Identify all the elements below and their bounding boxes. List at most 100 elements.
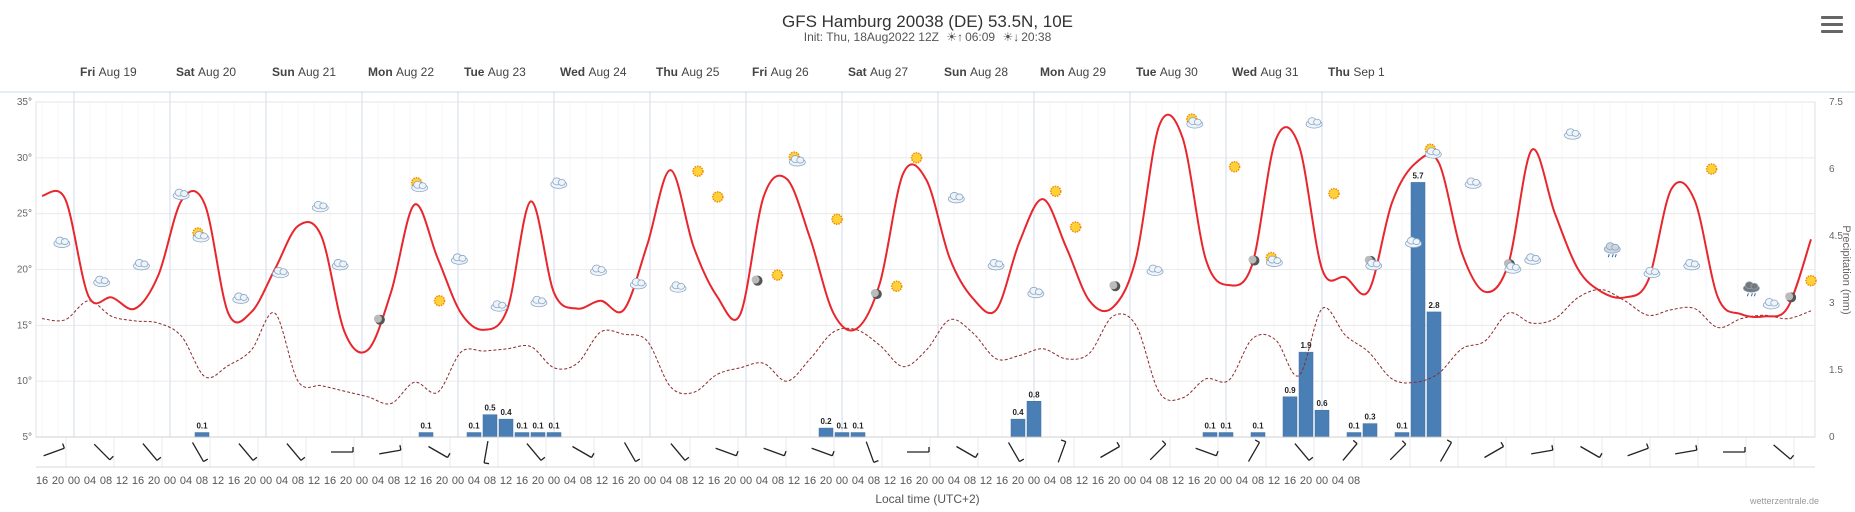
x-tick-label: 04	[1332, 475, 1344, 487]
sunrise-icon: ☀↑	[946, 30, 964, 44]
wind-barb-icon	[1580, 445, 1603, 459]
day-label-3: Sun Aug 21	[272, 65, 336, 79]
precip-bar	[466, 432, 482, 438]
precip-data-label: 0.1	[1396, 422, 1408, 431]
sunrise-time: 06:09	[965, 30, 996, 44]
wind-barb-icon	[1342, 439, 1358, 461]
x-tick-label: 20	[628, 475, 640, 487]
dewpoint-series-line	[41, 289, 1812, 405]
x-tick-label: 12	[116, 475, 128, 487]
sun-icon	[771, 269, 784, 281]
x-tick-label: 16	[132, 475, 144, 487]
wind-barb-icon	[907, 447, 930, 453]
x-tick-label: 12	[596, 475, 608, 487]
x-tick-label: 12	[1268, 475, 1280, 487]
cloud-icon	[590, 264, 607, 276]
precip-data-label: 0.1	[1252, 422, 1264, 431]
moon-cloud-icon	[1364, 255, 1383, 271]
precip-bar	[834, 432, 850, 438]
x-tick-label: 00	[164, 475, 176, 487]
x-tick-label: 08	[676, 475, 688, 487]
precip-data-label: 0.4	[500, 408, 512, 417]
sun-cloud-icon	[410, 177, 429, 193]
x-tick-label: 12	[500, 475, 512, 487]
x-tick-label: 04	[1044, 475, 1056, 487]
wind-barb-icon	[1007, 442, 1025, 463]
precip-bar	[530, 432, 546, 438]
sun-icon	[910, 152, 923, 164]
x-tick-label: 20	[436, 475, 448, 487]
precip-data-label: 5.7	[1412, 171, 1424, 180]
y-left-tick-25: 25°	[17, 209, 32, 220]
menu-hamburger-icon[interactable]	[1821, 16, 1843, 34]
cloud-icon	[232, 292, 250, 304]
sun-icon	[890, 280, 903, 292]
precip-data-label: 0.8	[1028, 390, 1040, 399]
y-right-axis-label: Precipitation (mm)	[1840, 225, 1852, 314]
sun-cloud-icon	[1424, 143, 1442, 159]
x-tick-label: 04	[1140, 475, 1152, 487]
wind-barb-icon	[1439, 439, 1453, 462]
thunder-cloud-icon	[1742, 281, 1760, 297]
x-tick-label: 08	[100, 475, 112, 487]
x-tick-label: 20	[1012, 475, 1024, 487]
precip-bar	[546, 432, 562, 438]
x-tick-label: 00	[452, 475, 464, 487]
x-tick-label: 00	[1316, 475, 1328, 487]
sun-cloud-icon	[1265, 251, 1283, 267]
y-right-tick-2: 3	[1829, 298, 1835, 309]
temperature-series-line	[41, 113, 1812, 354]
x-tick-label: 16	[1188, 475, 1200, 487]
wind-barb-icon	[286, 443, 306, 461]
cloud-icon	[490, 300, 508, 312]
wind-barb-icon	[1247, 439, 1261, 462]
y-right-tick-4: 6	[1829, 164, 1835, 175]
cloud-icon	[629, 277, 647, 290]
sun-icon	[1049, 185, 1062, 198]
x-tick-label: 16	[996, 475, 1008, 487]
cloud-icon	[1305, 117, 1323, 129]
sun-icon	[1328, 187, 1340, 200]
x-tick-label: 00	[1028, 475, 1040, 487]
sun-icon	[1705, 163, 1718, 175]
precip-bar	[1202, 432, 1218, 438]
x-tick-label: 00	[740, 475, 752, 487]
y-right-tick-1: 1.5	[1829, 365, 1843, 376]
chart-title: GFS Hamburg 20038 (DE) 53.5N, 10E	[781, 12, 1074, 31]
precip-data-label: 0.1	[852, 422, 864, 431]
wind-barb-icon	[670, 443, 690, 461]
wind-barb-icon	[238, 443, 258, 461]
x-tick-label: 20	[724, 475, 736, 487]
y-left-tick-35: 35°	[17, 97, 32, 108]
cloud-icon	[272, 266, 289, 279]
sun-cloud-icon	[788, 151, 806, 167]
precip-data-label: 0.1	[1348, 422, 1360, 431]
wind-barb-icon	[1149, 440, 1167, 461]
precip-bar	[1298, 351, 1314, 438]
precip-bar	[418, 432, 434, 438]
x-tick-label: 08	[196, 475, 208, 487]
x-tick-label: 12	[404, 475, 416, 487]
wind-barb-icon	[142, 443, 162, 461]
wind-barb-icon	[1675, 445, 1698, 455]
wind-barb-icon	[1484, 441, 1505, 459]
precip-bar	[1218, 432, 1234, 438]
x-tick-label: 12	[1076, 475, 1088, 487]
x-tick-label: 04	[756, 475, 768, 487]
x-tick-label: 16	[516, 475, 528, 487]
wind-barb-icon	[1773, 444, 1795, 460]
x-tick-label: 20	[1204, 475, 1216, 487]
precip-bar	[1282, 396, 1298, 438]
x-tick-label: 12	[980, 475, 992, 487]
precip-bar	[1362, 423, 1378, 438]
wind-barb-icon	[1627, 443, 1649, 457]
x-tick-label: 12	[884, 475, 896, 487]
x-tick-label: 08	[292, 475, 304, 487]
x-tick-label: 20	[916, 475, 928, 487]
x-tick-label: 16	[324, 475, 336, 487]
wind-barb-icon	[865, 441, 879, 463]
precip-bar	[194, 432, 210, 438]
sunset-time: 20:38	[1021, 30, 1052, 44]
sun-cloud-icon	[192, 227, 210, 243]
credit-link[interactable]: wetterzentrale.de	[1749, 496, 1819, 506]
